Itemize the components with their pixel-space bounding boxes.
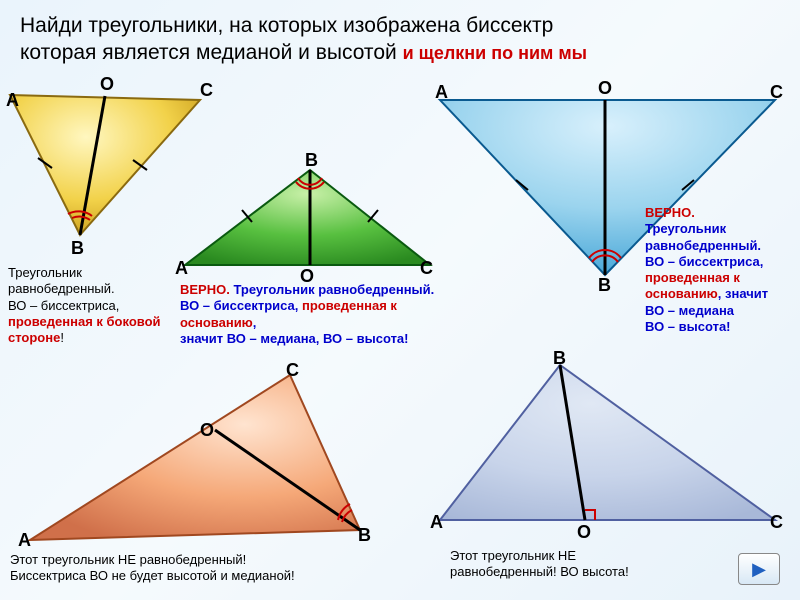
triangle-5[interactable]	[0, 0, 800, 560]
next-button[interactable]: ▶	[738, 553, 780, 585]
t5-O: О	[577, 522, 591, 543]
t5-C: С	[770, 512, 783, 533]
play-icon: ▶	[752, 559, 766, 580]
caption-5: Этот треугольник НЕравнобедренный! ВО вы…	[450, 548, 750, 581]
t5-B: В	[553, 348, 566, 369]
t5-A: А	[430, 512, 443, 533]
